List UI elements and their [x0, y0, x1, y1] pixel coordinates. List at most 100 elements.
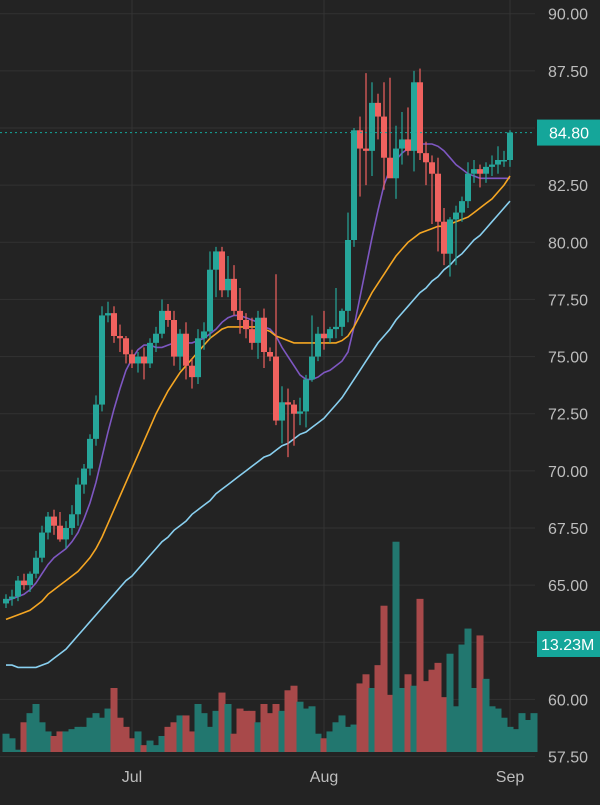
candle-up	[33, 557, 39, 574]
volume-bar	[500, 717, 508, 752]
volume-bar	[80, 726, 88, 752]
candle-down	[417, 82, 423, 154]
candle-down	[165, 310, 171, 320]
candle-up	[297, 411, 303, 414]
price-tick-label: 90.00	[548, 7, 588, 24]
volume-bar	[26, 713, 34, 752]
volume-bar	[230, 733, 238, 752]
volume-bar	[506, 726, 514, 752]
volume-bar	[518, 713, 526, 752]
volume-bar	[314, 733, 322, 752]
volume-bar	[236, 708, 244, 752]
volume-bar	[494, 708, 502, 752]
candle-down	[375, 102, 381, 117]
candle-up	[309, 356, 315, 380]
volume-label: 13.23M	[541, 637, 594, 654]
volume-bar	[194, 704, 202, 752]
volume-bar	[218, 692, 226, 752]
volume-bar	[416, 598, 424, 752]
candle-down	[231, 278, 237, 311]
candle-up	[27, 573, 33, 586]
price-tick-label: 57.50	[548, 750, 588, 767]
volume-bar	[482, 678, 490, 752]
volume-bar	[356, 683, 364, 752]
time-tick-label: Jul	[122, 769, 142, 786]
volume-bar	[308, 706, 316, 752]
volume-bar	[206, 726, 214, 752]
volume-bar	[74, 726, 82, 752]
candle-up	[459, 201, 465, 213]
time-axis[interactable]: Jul Aug Sep	[122, 769, 525, 786]
candle-down	[117, 336, 123, 339]
candle-up	[369, 102, 375, 151]
axis-badges: 84.80 13.23M	[537, 119, 600, 657]
candle-down	[261, 317, 267, 352]
volume-bar	[470, 688, 478, 752]
volume-bar	[272, 704, 280, 752]
candle-up	[225, 278, 231, 291]
candle-up	[495, 160, 501, 165]
volume-bar	[434, 662, 442, 752]
volume-bar	[428, 669, 436, 752]
candle-up	[399, 139, 405, 149]
candle-up	[207, 269, 213, 332]
volume-bar	[290, 685, 298, 752]
volume-bar	[332, 722, 340, 752]
volume-bar	[146, 740, 154, 752]
candle-down	[273, 356, 279, 421]
volume-bar	[122, 726, 130, 752]
candle-up	[339, 310, 345, 327]
candle-up	[69, 514, 75, 528]
candle-down	[267, 352, 273, 357]
candle-up	[153, 333, 159, 343]
volume-bar	[452, 706, 460, 752]
volume-bar	[50, 736, 58, 752]
volume-bar	[260, 704, 268, 752]
candle-down	[423, 153, 429, 163]
volume-bar	[422, 681, 430, 752]
volume-bar	[92, 713, 100, 752]
volume-bar	[68, 729, 76, 752]
time-tick-label: Aug	[310, 769, 338, 786]
candle-down	[189, 365, 195, 378]
volume-bar	[212, 710, 220, 752]
candle-down	[387, 157, 393, 179]
price-tick-label: 77.50	[548, 292, 588, 309]
volume-bar	[110, 688, 118, 752]
volume-bar	[476, 635, 484, 752]
candle-up	[453, 212, 459, 220]
moving-average-line-ma_short	[5, 143, 510, 602]
candle-down	[21, 580, 27, 586]
candle-up	[93, 404, 99, 439]
candle-down	[291, 404, 297, 414]
volume-bar	[134, 731, 142, 752]
volume-bar	[44, 731, 52, 752]
volume-bar	[440, 697, 448, 752]
volume-bar	[200, 713, 208, 752]
volume-bar	[86, 717, 94, 752]
candle-up	[213, 251, 219, 270]
candle-up	[465, 173, 471, 202]
candle-down	[249, 329, 255, 343]
candle-down	[243, 320, 249, 330]
candle-down	[477, 169, 483, 174]
time-tick-label: Sep	[496, 769, 525, 786]
volume-bar	[392, 541, 400, 752]
volume-bar	[56, 731, 64, 752]
candlesticks	[3, 68, 513, 608]
candle-up	[327, 329, 333, 339]
volume-bar	[62, 731, 70, 752]
candle-up	[147, 342, 153, 364]
volume-bar	[284, 690, 292, 752]
candle-down	[237, 310, 243, 320]
candle-up	[87, 438, 93, 469]
candle-down	[285, 402, 291, 405]
volume-bar	[176, 715, 184, 752]
price-tick-label: 65.00	[548, 578, 588, 595]
volume-bar	[374, 665, 382, 752]
candle-up	[471, 169, 477, 174]
candle-up	[75, 484, 81, 515]
volume-bar	[182, 715, 190, 752]
